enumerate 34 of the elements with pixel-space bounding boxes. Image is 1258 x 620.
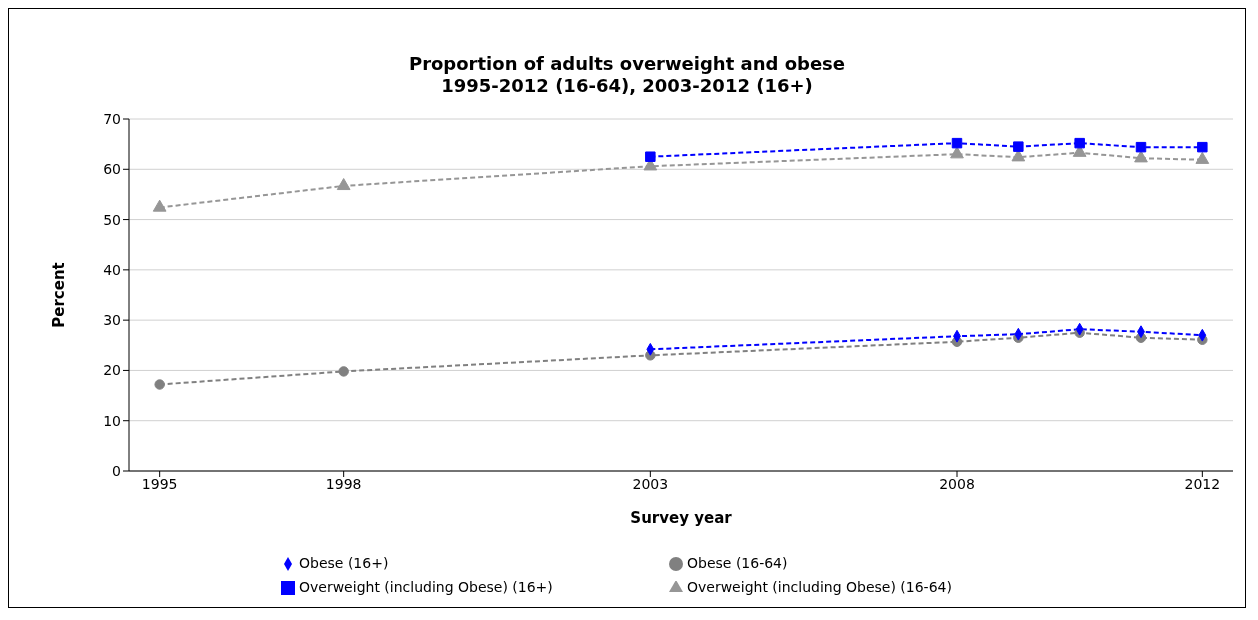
point	[1197, 141, 1208, 153]
legend-label: Obese (16+)	[299, 554, 390, 573]
point	[1195, 151, 1210, 164]
point	[1074, 137, 1085, 149]
y-tick-label: 30	[103, 312, 121, 329]
legend-label: Overweight (including Obese) (16+)	[299, 578, 554, 597]
y-tick-label: 70	[103, 110, 121, 127]
x-tick-label: 2003	[632, 475, 669, 492]
chart-title: Proportion of adults overweight and obese 1995-2012 (16-64), 2003-2012 (16+)	[407, 53, 847, 97]
y-tick-label: 60	[103, 161, 121, 178]
x-tick-label: 2012	[1184, 475, 1221, 492]
x-tick-label: 1995	[141, 475, 178, 492]
y-tick-label: 10	[103, 412, 121, 429]
point	[645, 151, 656, 162]
y-tick-label: 40	[103, 261, 121, 278]
point	[950, 146, 964, 159]
point	[152, 199, 167, 212]
point	[1013, 141, 1024, 152]
y-tick-label: 20	[103, 362, 121, 379]
point	[154, 379, 165, 390]
point	[1011, 149, 1026, 162]
y-axis-title: Percent	[50, 262, 69, 328]
point	[336, 178, 351, 191]
point	[338, 366, 349, 377]
legend-label: Obese (16-64)	[687, 554, 789, 573]
point	[951, 137, 963, 149]
legend-label: Overweight (including Obese) (16-64)	[687, 578, 953, 597]
point	[1134, 150, 1148, 163]
y-tick-label: 50	[103, 211, 121, 228]
x-tick-label: 2008	[939, 475, 975, 492]
x-tick-label: 1998	[325, 475, 362, 492]
y-tick-label: 0	[112, 462, 121, 479]
x-axis-title: Survey year	[630, 509, 733, 527]
point	[1135, 141, 1147, 153]
